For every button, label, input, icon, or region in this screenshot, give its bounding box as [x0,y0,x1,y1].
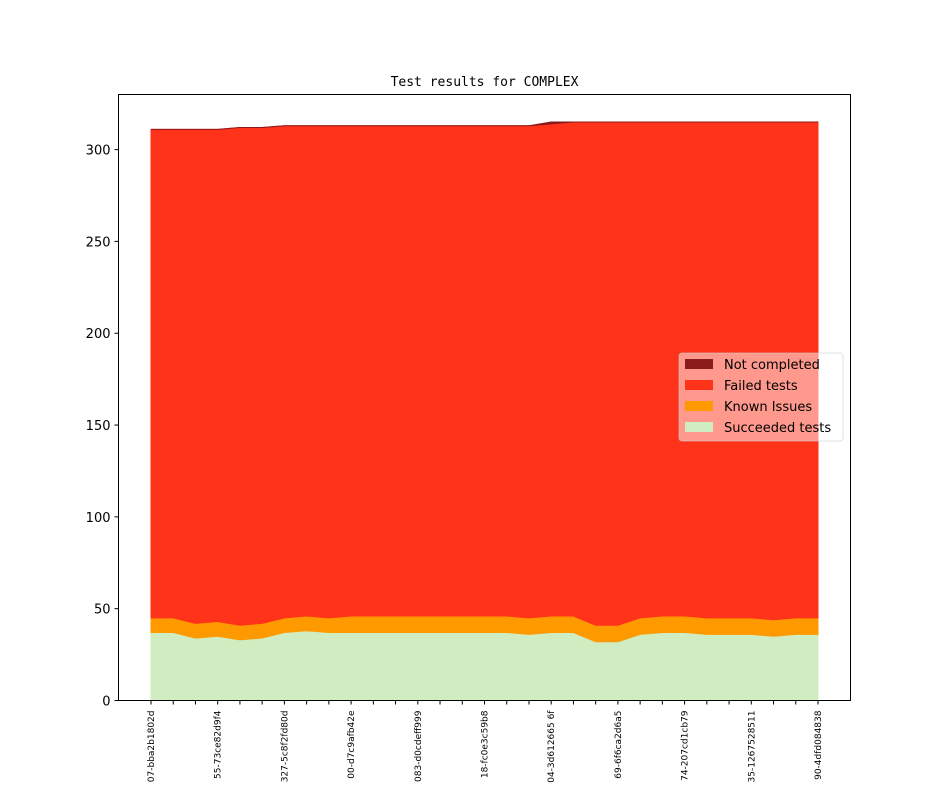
y-tick-label: 150 [86,419,111,434]
y-tick-label: 200 [86,327,111,342]
x-tick-label: 07-bba2b1802d [147,711,157,783]
x-tick-label: 69-6f6ca2d6a5 [614,711,624,779]
legend-label: Known Issues [724,400,812,415]
legend-swatch [685,422,713,432]
legend: Not completed Failed tests Known Issues Suc… [678,352,844,442]
legend-label: Succeeded tests [724,421,831,436]
legend-label: Not completed [724,358,820,373]
x-tick-label: 00-d7c9afb42e [347,710,357,779]
y-tick-label: 250 [86,235,111,250]
x-tick-label: 74-207cd1cb79 [681,710,691,781]
x-tick-label: 35-1267528511 [747,711,757,783]
x-tick-label: 55-73ce82d9f4 [214,710,224,779]
x-tick-label: 04-3d612665 6f [547,710,557,783]
legend-box [678,352,844,442]
y-axis: 0 50 100 150 200 250 300 [86,144,119,710]
y-tick-label: 0 [102,695,110,710]
area-layers [150,121,819,701]
x-tick-label: 083-d0cdeff999 [414,710,424,782]
x-tick-label: 18-fc0e3c59b8 [481,710,491,778]
legend-swatch [685,401,713,411]
area-succeeded-tests [150,630,819,701]
x-tick-label: 327-5c8f2fd80d [280,711,290,783]
chart-title: Test results for COMPLEX [391,75,579,90]
legend-label: Failed tests [724,379,798,394]
y-tick-label: 100 [86,511,111,526]
area-not-completed [151,121,818,130]
legend-swatch [685,380,713,390]
y-tick-label: 50 [94,603,111,618]
x-axis: 07-bba2b1802d 55-73ce82d9f4 327-5c8f2fd80d… [147,700,824,783]
x-tick-label: 90-4dfd084838 [814,710,824,780]
legend-swatch [685,359,713,369]
y-tick-label: 300 [86,144,111,159]
